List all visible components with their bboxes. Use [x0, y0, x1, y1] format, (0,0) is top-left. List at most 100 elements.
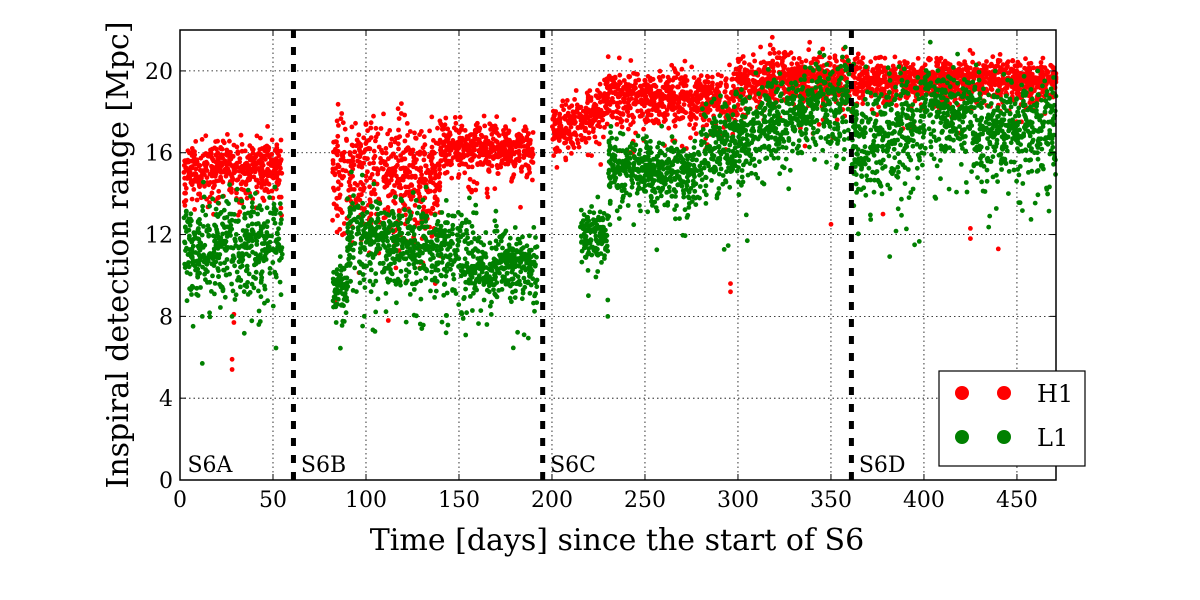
- data-point: [1015, 59, 1021, 65]
- data-point: [245, 292, 251, 297]
- data-point: [506, 143, 512, 149]
- data-point: [198, 285, 203, 290]
- data-point: [230, 154, 236, 159]
- data-point: [269, 151, 275, 157]
- data-point: [619, 124, 625, 130]
- data-point: [215, 200, 221, 206]
- data-point: [194, 268, 200, 273]
- data-point: [207, 251, 212, 257]
- data-point: [256, 253, 261, 259]
- data-point: [689, 64, 695, 70]
- data-point: [234, 177, 240, 183]
- data-point: [1045, 69, 1051, 75]
- data-point: [639, 112, 645, 117]
- data-point: [183, 190, 189, 196]
- data-point: [191, 230, 197, 236]
- data-point: [462, 127, 468, 133]
- data-point: [609, 98, 615, 103]
- data-point: [409, 174, 414, 180]
- data-point: [192, 149, 197, 155]
- data-point: [704, 122, 710, 128]
- data-point: [221, 267, 227, 273]
- data-point: [231, 320, 237, 325]
- data-point: [995, 246, 1001, 252]
- data-point: [224, 234, 230, 239]
- data-point: [220, 231, 226, 237]
- data-point: [200, 169, 206, 174]
- data-point: [683, 110, 689, 116]
- data-point: [617, 79, 622, 85]
- data-point: [432, 212, 438, 218]
- data-point: [857, 72, 862, 78]
- data-point: [438, 121, 444, 127]
- data-point: [372, 153, 378, 159]
- data-point: [735, 78, 741, 83]
- data-point: [386, 168, 391, 173]
- data-point: [210, 273, 215, 279]
- data-point: [385, 205, 391, 210]
- data-point: [990, 54, 996, 60]
- data-point: [227, 182, 233, 188]
- data-point: [880, 77, 885, 83]
- data-point: [203, 151, 209, 156]
- data-point: [331, 269, 336, 275]
- data-point: [218, 174, 224, 180]
- data-point: [390, 151, 396, 157]
- data-point: [456, 302, 462, 307]
- data-point: [464, 260, 470, 266]
- data-point: [422, 142, 428, 148]
- data-point: [381, 111, 386, 117]
- data-point: [389, 235, 395, 241]
- data-point: [470, 308, 475, 313]
- data-point: [405, 133, 410, 138]
- data-point: [429, 162, 435, 167]
- data-point: [198, 155, 204, 161]
- data-point: [224, 152, 229, 158]
- data-point: [498, 164, 504, 170]
- data-point: [190, 323, 196, 329]
- data-point: [382, 159, 388, 165]
- data-point: [229, 356, 235, 362]
- data-point: [464, 228, 469, 233]
- data-point: [510, 174, 516, 180]
- data-point: [339, 210, 345, 216]
- data-point: [628, 58, 634, 63]
- data-point: [251, 209, 256, 215]
- data-point: [404, 121, 410, 126]
- data-point: [238, 284, 243, 290]
- data-point: [511, 117, 517, 122]
- data-point: [394, 179, 400, 185]
- data-point: [403, 280, 409, 286]
- data-point: [395, 280, 400, 285]
- data-point: [211, 246, 217, 252]
- data-point: [675, 71, 681, 77]
- data-point: [268, 163, 274, 168]
- data-point: [334, 118, 340, 124]
- data-point: [494, 139, 500, 145]
- data-point: [997, 83, 1002, 89]
- data-point: [875, 80, 881, 85]
- data-point: [852, 56, 858, 62]
- data-point: [509, 146, 515, 152]
- data-point: [878, 54, 884, 60]
- data-point: [258, 135, 263, 141]
- data-point: [434, 248, 440, 254]
- data-point: [349, 169, 354, 175]
- data-point: [331, 139, 336, 145]
- data-point: [188, 253, 194, 259]
- data-point: [207, 314, 213, 320]
- data-point: [681, 102, 687, 107]
- data-point: [476, 137, 482, 143]
- data-point: [439, 210, 445, 215]
- data-point: [439, 126, 445, 132]
- data-point: [795, 66, 801, 72]
- data-point: [761, 67, 767, 73]
- data-point: [799, 59, 804, 65]
- data-point: [528, 137, 533, 143]
- data-point: [483, 147, 488, 153]
- data-point: [568, 124, 574, 130]
- data-point: [262, 236, 268, 242]
- data-point: [229, 189, 234, 195]
- data-point: [361, 277, 367, 283]
- data-point: [200, 204, 206, 209]
